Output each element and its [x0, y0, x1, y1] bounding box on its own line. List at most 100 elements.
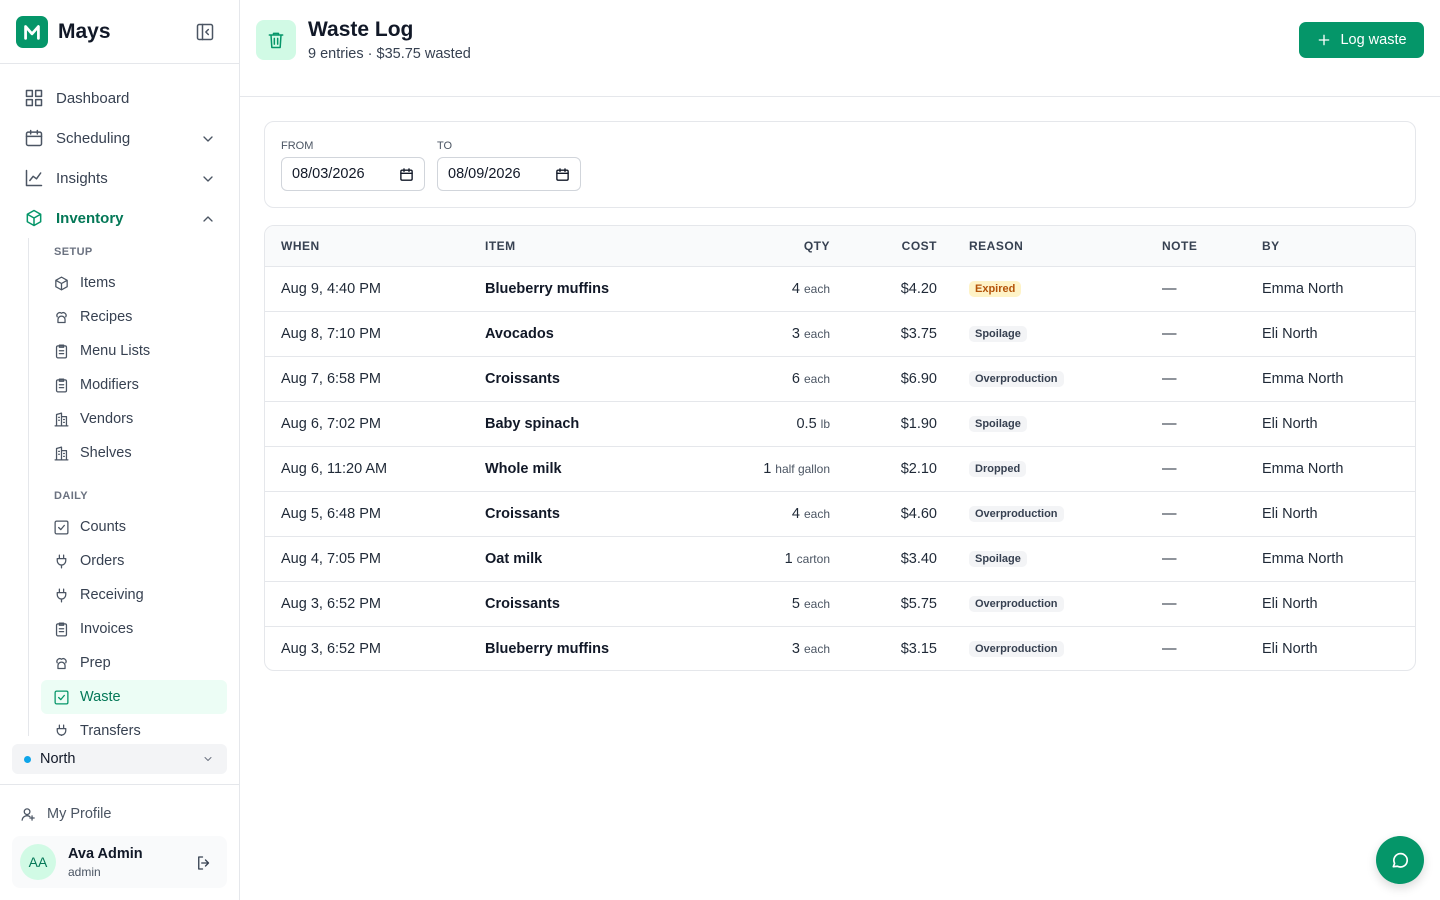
reason-badge: Overproduction	[969, 506, 1064, 522]
nav-subitem[interactable]: Vendors	[41, 402, 227, 436]
nav-subitem[interactable]: Transfers	[41, 714, 227, 736]
qty-value: 4	[791, 280, 800, 297]
nav-subitem[interactable]: Recipes	[41, 300, 227, 334]
icon-part	[203, 176, 213, 182]
table-row[interactable]: Aug 6, 7:02 PM Baby spinach 0.5 lb $1.90 Spoi…	[265, 401, 1415, 447]
icon	[56, 311, 67, 323]
qty-unit: each	[803, 326, 830, 341]
reason-badge: Spoilage	[969, 551, 1027, 567]
chevron	[200, 131, 216, 151]
icon	[25, 89, 43, 107]
note-cell: —	[1146, 536, 1246, 582]
chat-button[interactable]	[1376, 836, 1424, 884]
icon	[55, 275, 68, 291]
item-cell: Blueberry muffins	[485, 640, 610, 657]
icon	[203, 176, 213, 182]
icon	[25, 129, 43, 147]
location-select[interactable]: North	[12, 744, 227, 774]
reason-cell: Overproduction	[953, 491, 1146, 537]
item-cell: Croissants	[469, 356, 699, 402]
icon-part	[58, 377, 65, 388]
icon	[203, 136, 213, 142]
column-header: COST	[846, 226, 953, 267]
nav-item[interactable]: Dashboard	[0, 78, 239, 118]
qty-value: 0.5	[796, 415, 817, 432]
by-cell: Emma North	[1246, 356, 1415, 402]
nav-subitem[interactable]: Invoices	[41, 612, 227, 646]
logout-button[interactable]	[195, 854, 213, 877]
qty-unit: each	[803, 641, 830, 656]
nav-subitem[interactable]: Menu Lists	[41, 334, 227, 368]
qty-unit: lb	[820, 416, 830, 431]
nav-subitem[interactable]: Waste	[41, 680, 227, 714]
when-cell: Aug 7, 6:58 PM	[265, 356, 469, 402]
cost-cell: $4.60	[846, 491, 953, 537]
note-cell: —	[1146, 491, 1246, 537]
cost-cell: $5.75	[846, 581, 953, 627]
icon-part	[58, 621, 65, 632]
cost-cell: $3.15	[900, 640, 937, 657]
chevron	[200, 211, 216, 231]
nav-subitem[interactable]: Counts	[41, 510, 227, 544]
collapse-button[interactable]	[195, 22, 215, 47]
date-input[interactable]: 08/09/2026	[437, 157, 581, 191]
nav-label: Vendors	[80, 411, 134, 427]
table-head: WHEN ITEM QTY COST REASON NOTE BY	[265, 226, 1415, 267]
column-header: ITEM	[469, 226, 699, 267]
date-input[interactable]: 08/03/2026	[281, 157, 425, 191]
nav-subitem[interactable]: Orders	[41, 544, 227, 578]
table-body: Aug 9, 4:40 PM Blueberry muffins 4 each $4.2…	[265, 266, 1415, 670]
note-cell: —	[1162, 640, 1177, 657]
icon	[54, 411, 69, 427]
nav-subitem[interactable]: Prep	[41, 646, 227, 680]
table-row[interactable]: Aug 6, 11:20 AM Whole milk 1 half gallon $2.…	[265, 446, 1415, 492]
icon-part	[203, 136, 213, 142]
icon	[26, 209, 42, 227]
nav-label: Recipes	[80, 309, 133, 325]
log-waste-button[interactable]: Log waste	[1299, 22, 1424, 58]
icon	[55, 621, 68, 637]
item-cell: Oat milk	[469, 536, 699, 582]
nav-item[interactable]: Inventory	[0, 198, 239, 238]
qty-value: 4	[791, 505, 800, 522]
icon	[1392, 852, 1408, 868]
icon	[1319, 34, 1330, 46]
icon-part	[556, 169, 569, 181]
icon	[400, 168, 413, 181]
nav-subitem[interactable]: Shelves	[41, 436, 227, 470]
icon-part	[198, 856, 210, 870]
by-cell: Eli North	[1246, 311, 1415, 357]
icon-part	[54, 411, 69, 427]
table-card: WHEN ITEM QTY COST REASON NOTE BY Aug 9, 4:40 P…	[264, 225, 1416, 671]
avatar: AA	[20, 844, 56, 880]
table-row[interactable]: Aug 3, 6:52 PM Croissants 5 each $5.75 Overpr…	[265, 581, 1415, 627]
by-cell: Emma North	[1246, 266, 1415, 312]
icon	[203, 216, 213, 222]
nav-subitem[interactable]: Receiving	[41, 578, 227, 612]
item-cell: Croissants	[469, 581, 699, 627]
table-row[interactable]: Aug 4, 7:05 PM Oat milk 1 carton $3.40 Spoila…	[265, 536, 1415, 582]
nav-subitem[interactable]: Items	[41, 266, 227, 300]
table-row[interactable]: Aug 3, 6:52 PM Blueberry muffins 3 each $3.1…	[265, 626, 1415, 670]
qty-unit: each	[803, 281, 830, 296]
nav-item[interactable]: Scheduling	[0, 118, 239, 158]
nav-subitem[interactable]: Modifiers	[41, 368, 227, 402]
qty-cell: 0.5 lb	[699, 401, 846, 447]
profile-link[interactable]: My Profile	[20, 804, 111, 824]
qty-value: 3	[791, 325, 800, 342]
qty-cell: 3 each	[699, 311, 846, 357]
icon	[198, 856, 210, 870]
reason-cell: Expired	[953, 266, 1146, 312]
table-row[interactable]: Aug 9, 4:40 PM Blueberry muffins 4 each $4.2…	[265, 266, 1415, 312]
nav-item[interactable]: Insights	[0, 158, 239, 198]
reason-badge: Overproduction	[969, 596, 1064, 612]
icon-part	[196, 23, 214, 41]
qty-cell: 1 carton	[699, 536, 846, 582]
column-header: WHEN	[265, 226, 469, 267]
table-row[interactable]: Aug 7, 6:58 PM Croissants 6 each $6.90 Overpr…	[265, 356, 1415, 402]
table-row[interactable]: Aug 5, 6:48 PM Croissants 4 each $4.60 Overpr…	[265, 491, 1415, 537]
item-cell: Blueberry muffins	[469, 266, 699, 312]
nav-label: Items	[80, 275, 116, 291]
table-row[interactable]: Aug 8, 7:10 PM Avocados 3 each $3.75 Spoilage…	[265, 311, 1415, 357]
